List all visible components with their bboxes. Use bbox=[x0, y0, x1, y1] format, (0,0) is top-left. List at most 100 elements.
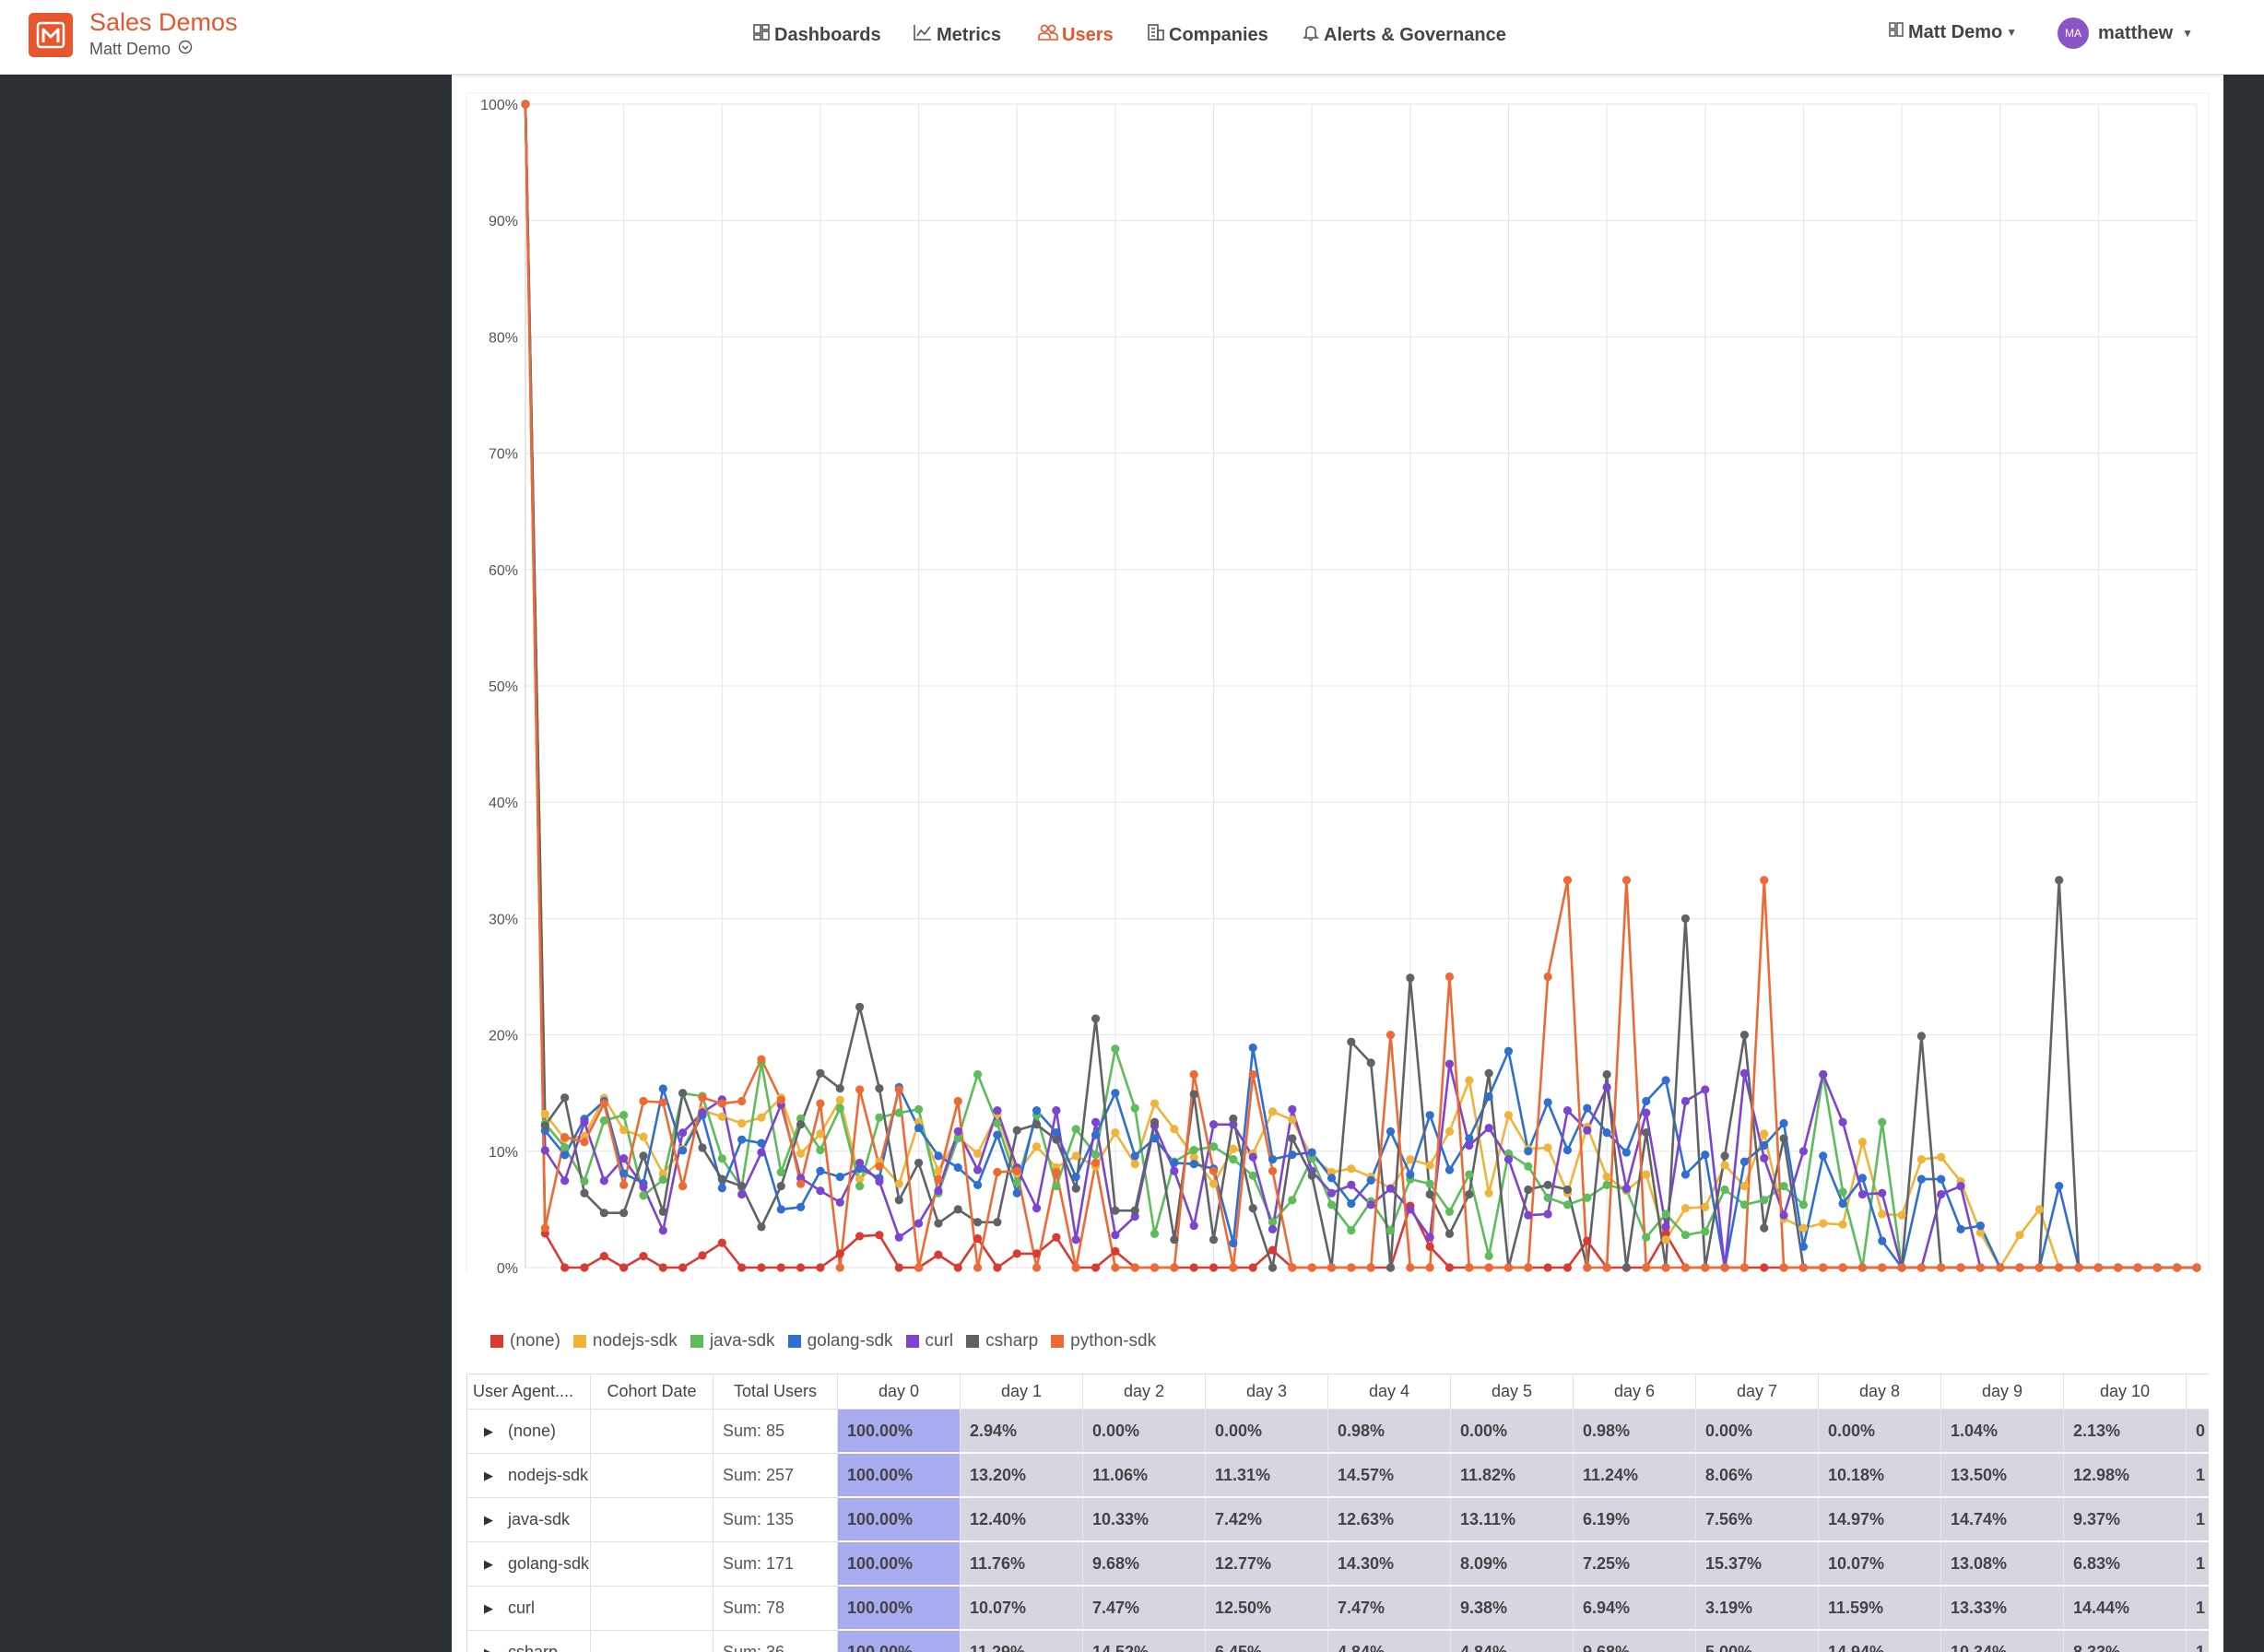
column-header[interactable]: day 4 bbox=[1328, 1375, 1451, 1410]
data-point bbox=[639, 1132, 648, 1141]
nav-dashboards[interactable]: Dashboards bbox=[752, 21, 881, 49]
data-point bbox=[1425, 1233, 1434, 1242]
data-point bbox=[1642, 1108, 1651, 1117]
retention-value-cell: 100.00% bbox=[838, 1587, 961, 1631]
expand-triangle-icon[interactable]: ▶ bbox=[484, 1645, 493, 1652]
project-name[interactable]: Sales Demos bbox=[89, 8, 238, 36]
data-point bbox=[737, 1263, 747, 1272]
data-point bbox=[953, 1263, 962, 1272]
legend-label: (none) bbox=[510, 1331, 560, 1351]
data-point bbox=[1621, 1184, 1632, 1193]
legend-entry[interactable]: java-sdk bbox=[690, 1331, 775, 1351]
row-agent-cell[interactable]: ▶ (none) bbox=[467, 1410, 591, 1454]
data-point bbox=[1307, 1153, 1316, 1162]
data-point bbox=[1838, 1187, 1847, 1197]
nav-metrics[interactable]: Metrics bbox=[913, 21, 1001, 49]
column-header[interactable]: day 1 bbox=[961, 1375, 1083, 1410]
data-point bbox=[1406, 974, 1415, 983]
row-agent-cell[interactable]: ▶ csharp bbox=[467, 1631, 591, 1652]
data-point bbox=[1268, 1166, 1278, 1175]
data-point bbox=[953, 1205, 962, 1214]
column-header[interactable]: Cohort Date bbox=[591, 1375, 713, 1410]
column-header[interactable]: User Agent.... bbox=[467, 1375, 591, 1410]
data-point bbox=[894, 1196, 903, 1205]
column-header[interactable]: day 9 bbox=[1941, 1375, 2064, 1410]
data-point bbox=[717, 1184, 726, 1193]
data-point bbox=[973, 1180, 983, 1189]
column-header[interactable]: day 5 bbox=[1451, 1375, 1574, 1410]
legend-entry[interactable]: python-sdk bbox=[1051, 1331, 1156, 1351]
row-agent-cell[interactable]: ▶ curl bbox=[467, 1587, 591, 1631]
legend-entry[interactable]: golang-sdk bbox=[787, 1331, 893, 1351]
data-point bbox=[855, 1182, 865, 1191]
mixpanel-logo-icon[interactable] bbox=[29, 13, 73, 57]
column-header[interactable]: day 3 bbox=[1206, 1375, 1328, 1410]
table-row[interactable]: ▶ golang-sdk Sum: 171 100.00% 11.76% 9.68% 12.… bbox=[467, 1542, 2209, 1587]
data-point bbox=[1248, 1152, 1257, 1162]
data-point bbox=[1562, 1145, 1573, 1155]
data-point bbox=[1838, 1263, 1847, 1272]
data-point bbox=[1327, 1200, 1337, 1210]
data-point bbox=[2133, 1263, 2142, 1272]
data-point bbox=[1032, 1204, 1042, 1213]
row-agent-cell[interactable]: ▶ golang-sdk bbox=[467, 1542, 591, 1587]
data-point bbox=[1779, 1134, 1788, 1143]
legend-entry[interactable]: (none) bbox=[490, 1331, 560, 1351]
expand-triangle-icon[interactable]: ▶ bbox=[484, 1468, 493, 1482]
column-header[interactable]: d bbox=[2187, 1375, 2209, 1410]
expand-triangle-icon[interactable]: ▶ bbox=[484, 1423, 493, 1438]
data-point bbox=[1503, 1111, 1514, 1120]
data-point bbox=[1838, 1117, 1847, 1127]
legend-entry[interactable]: curl bbox=[905, 1331, 953, 1351]
column-header[interactable]: day 0 bbox=[838, 1375, 961, 1410]
users-icon bbox=[1038, 23, 1058, 47]
retention-value-cell: 13.20% bbox=[961, 1454, 1083, 1498]
column-header[interactable]: day 2 bbox=[1083, 1375, 1206, 1410]
data-point bbox=[1543, 1263, 1552, 1272]
data-point bbox=[599, 1099, 608, 1108]
data-point bbox=[1878, 1210, 1887, 1219]
column-header[interactable]: day 8 bbox=[1819, 1375, 1941, 1410]
y-tick-label: 60% bbox=[489, 563, 518, 579]
project-switcher[interactable]: Matt Demo bbox=[89, 40, 193, 59]
nav-alerts-governance[interactable]: Alerts & Governance bbox=[1302, 21, 1506, 49]
expand-triangle-icon[interactable]: ▶ bbox=[484, 1556, 493, 1571]
data-point bbox=[1916, 1032, 1926, 1041]
legend-swatch bbox=[572, 1335, 586, 1348]
legend-entry[interactable]: nodejs-sdk bbox=[572, 1331, 678, 1351]
data-point bbox=[1878, 1117, 1887, 1127]
legend-swatch bbox=[1051, 1335, 1065, 1348]
data-point bbox=[1543, 1098, 1552, 1107]
column-header[interactable]: day 10 bbox=[2064, 1375, 2187, 1410]
user-menu[interactable]: MA matthew ▼ bbox=[2058, 18, 2193, 49]
data-point bbox=[796, 1202, 806, 1211]
expand-triangle-icon[interactable]: ▶ bbox=[484, 1600, 493, 1615]
legend-entry[interactable]: csharp bbox=[966, 1331, 1038, 1351]
column-header[interactable]: Total Users bbox=[713, 1375, 838, 1410]
row-agent-cell[interactable]: ▶ nodejs-sdk bbox=[467, 1454, 591, 1498]
table-row[interactable]: ▶ (none) Sum: 85 100.00% 2.94% 0.00% 0.00% 0.98… bbox=[467, 1410, 2209, 1454]
column-header[interactable]: day 7 bbox=[1696, 1375, 1819, 1410]
data-point bbox=[1484, 1263, 1493, 1272]
retention-value-cell: 1 bbox=[2187, 1498, 2209, 1542]
data-point bbox=[796, 1174, 806, 1183]
data-point bbox=[1975, 1263, 1985, 1272]
table-row[interactable]: ▶ nodejs-sdk Sum: 257 100.00% 13.20% 11.06% 11… bbox=[467, 1454, 2209, 1498]
data-point bbox=[1524, 1210, 1533, 1220]
data-point bbox=[1543, 1143, 1552, 1152]
table-row[interactable]: ▶ curl Sum: 78 100.00% 10.07% 7.47% 12.50% 7.47… bbox=[467, 1587, 2209, 1631]
data-point bbox=[835, 1249, 844, 1258]
column-header[interactable]: day 6 bbox=[1574, 1375, 1696, 1410]
row-agent-cell[interactable]: ▶ java-sdk bbox=[467, 1498, 591, 1542]
data-point bbox=[2034, 1205, 2044, 1214]
table-row[interactable]: ▶ java-sdk Sum: 135 100.00% 12.40% 10.33% 7.42… bbox=[467, 1498, 2209, 1542]
nav-companies[interactable]: Companies bbox=[1147, 21, 1268, 49]
table-row[interactable]: ▶ csharp Sum: 36 100.00% 11.29% 14.52% 6.45% 4.… bbox=[467, 1631, 2209, 1652]
retention-value-cell: 0.00% bbox=[1083, 1410, 1206, 1454]
expand-triangle-icon[interactable]: ▶ bbox=[484, 1512, 493, 1527]
nav-users[interactable]: Users bbox=[1038, 21, 1114, 49]
retention-value-cell: 2.13% bbox=[2064, 1410, 2187, 1454]
account-menu[interactable]: Matt Demo ▼ bbox=[1888, 21, 2017, 43]
data-point bbox=[1425, 1189, 1434, 1199]
data-point bbox=[619, 1169, 629, 1178]
